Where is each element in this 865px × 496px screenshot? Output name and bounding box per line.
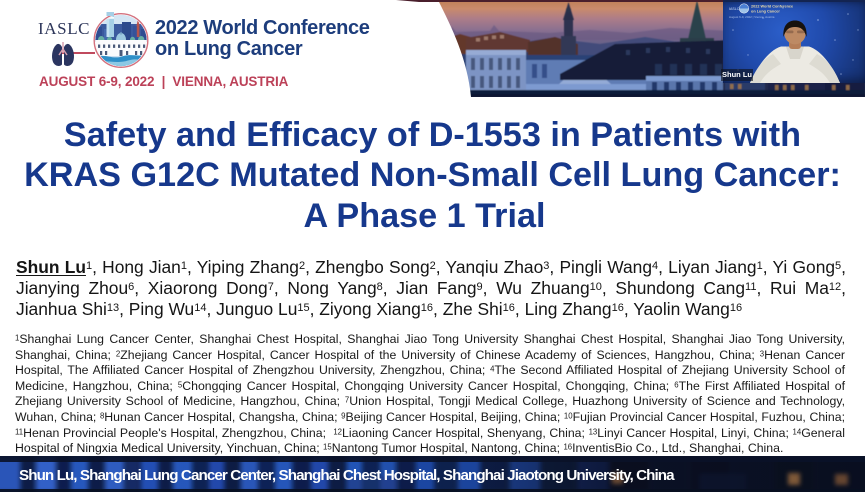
svg-text:on Lung Cancer: on Lung Cancer [751,10,780,14]
svg-text:IASLC: IASLC [729,7,740,11]
svg-text:August 6-9, 2022 | Vienna, Aus: August 6-9, 2022 | Vienna, Austria [729,15,775,19]
svg-text:2022 World Conference: 2022 World Conference [751,5,793,9]
